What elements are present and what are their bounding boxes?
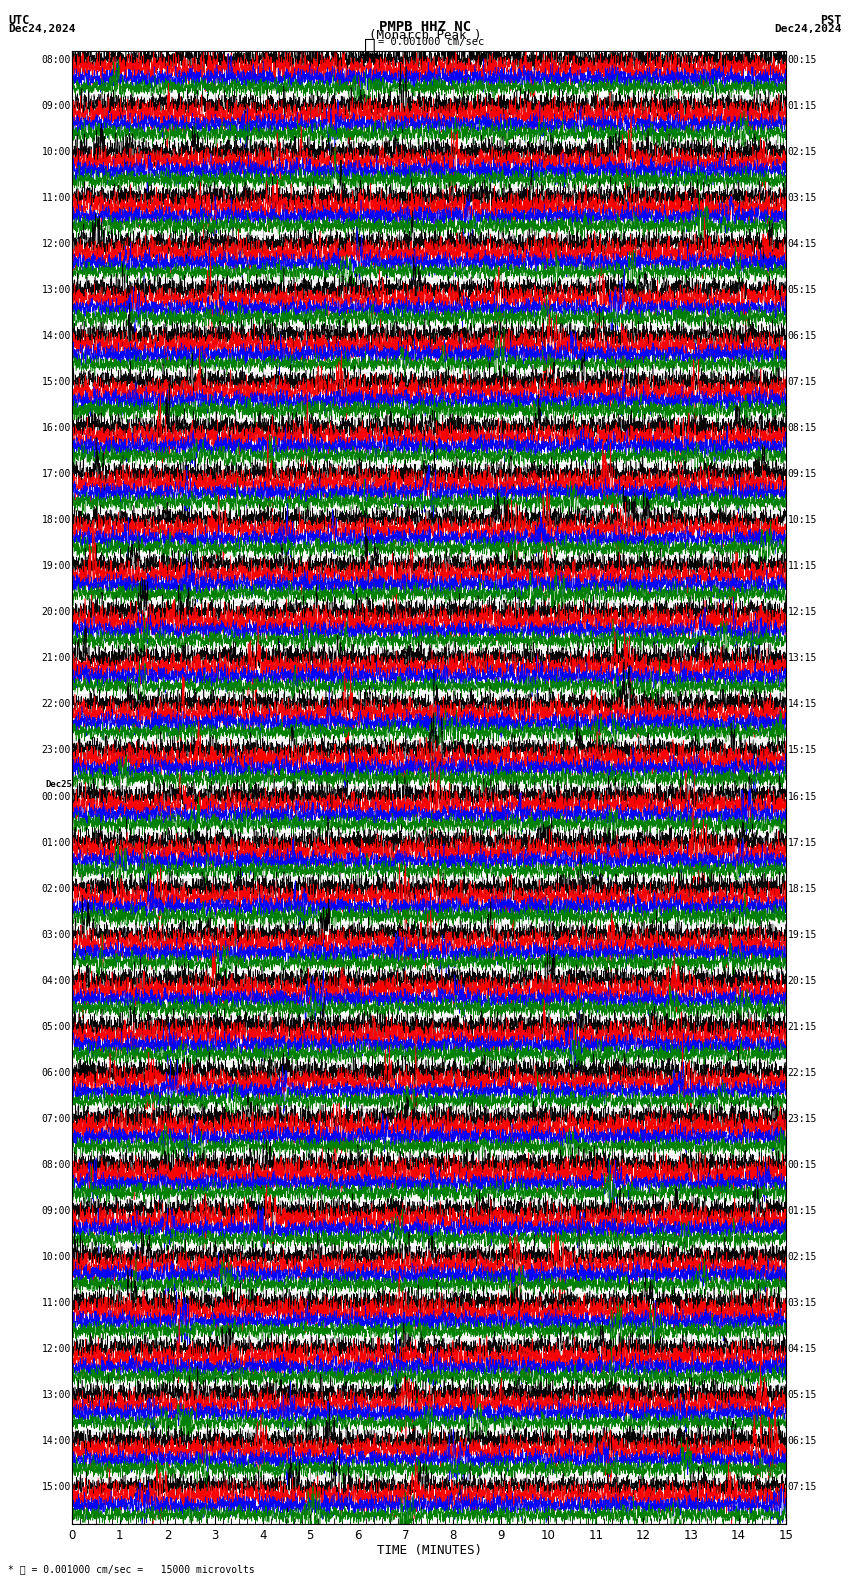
Text: = 0.001000 cm/sec: = 0.001000 cm/sec	[378, 36, 484, 48]
Text: PMPB HHZ NC: PMPB HHZ NC	[379, 19, 471, 33]
Text: (Monarch Peak ): (Monarch Peak )	[369, 29, 481, 43]
Text: Dec24,2024: Dec24,2024	[8, 24, 76, 33]
Text: * ⎸ = 0.001000 cm/sec =   15000 microvolts: * ⎸ = 0.001000 cm/sec = 15000 microvolts	[8, 1563, 255, 1574]
Text: PST: PST	[820, 14, 842, 27]
X-axis label: TIME (MINUTES): TIME (MINUTES)	[377, 1544, 482, 1557]
Text: Dec24,2024: Dec24,2024	[774, 24, 842, 33]
Text: ⎸: ⎸	[364, 36, 376, 55]
Text: UTC: UTC	[8, 14, 30, 27]
Text: Dec25: Dec25	[45, 779, 72, 789]
